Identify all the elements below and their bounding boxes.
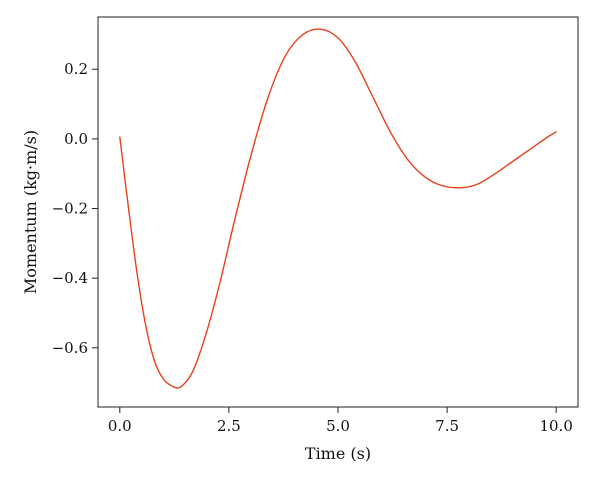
y-axis-label: Momentum (kg·m/s): [21, 130, 40, 294]
x-tick-label: 0.0: [108, 417, 132, 435]
x-axis-label: Time (s): [305, 444, 371, 463]
y-tick-label: −0.6: [52, 339, 88, 357]
x-tick-label: 5.0: [326, 417, 350, 435]
y-tick-label: 0.0: [64, 130, 88, 148]
x-tick-label: 2.5: [217, 417, 241, 435]
momentum-curve: [119, 28, 557, 389]
ticks-group: 0.0 2.5 5.0 7.5 10.0 0.2 0.0 −0.2 −0.4 −0.6: [52, 60, 573, 435]
x-tick-label: 7.5: [435, 417, 459, 435]
x-tick-label: 10.0: [539, 417, 572, 435]
y-tick-label: 0.2: [64, 60, 88, 78]
plot-frame: [97, 16, 579, 408]
y-tick-label: −0.4: [52, 269, 88, 287]
y-tick-label: −0.2: [52, 200, 88, 218]
